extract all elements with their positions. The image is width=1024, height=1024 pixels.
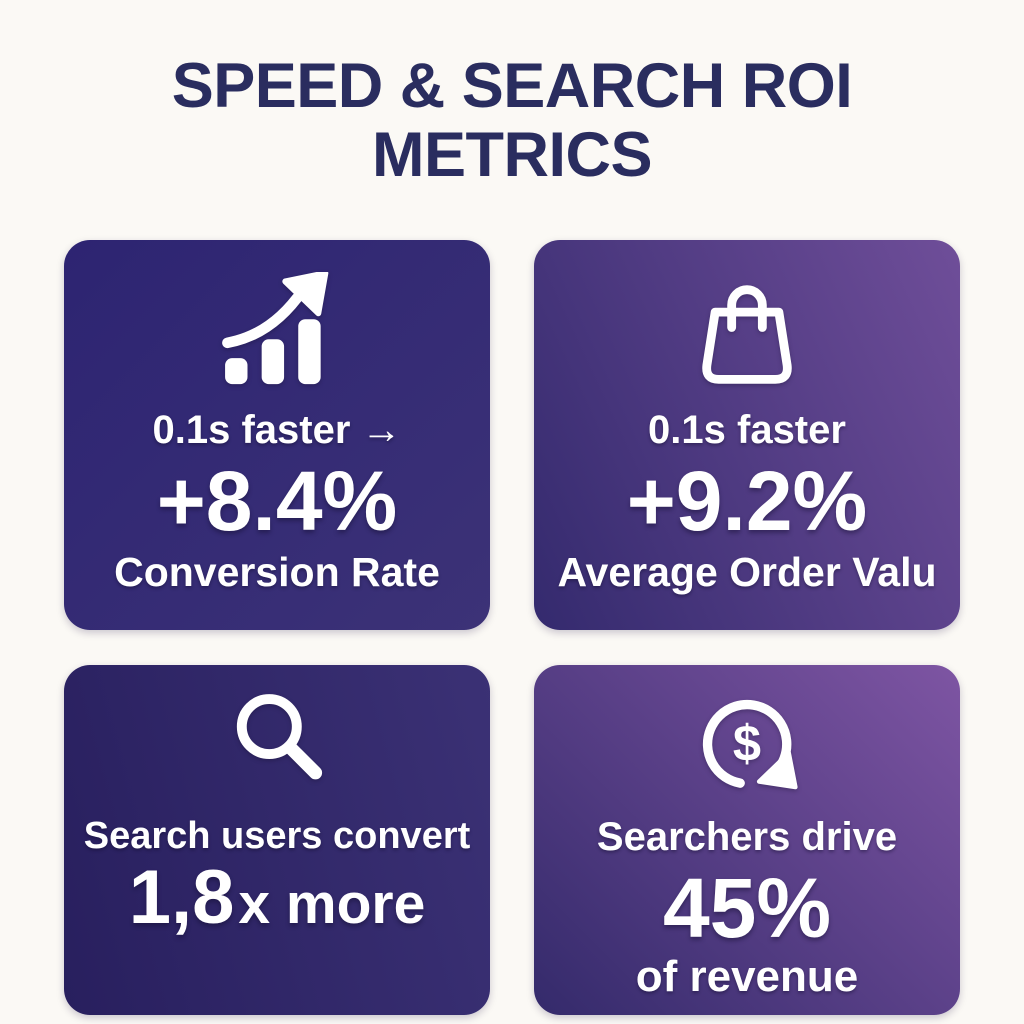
metric-value: +9.2% [626, 454, 868, 548]
trend-up-chart-icon [218, 272, 336, 390]
search-icon [222, 687, 332, 797]
page-title: SPEED & SEARCH ROI METRICS [0, 51, 1024, 191]
metric-card-search-conversion: Search users convert 1,8 x more [64, 665, 490, 1015]
page-title-line1: SPEED & SEARCH ROI [171, 51, 853, 121]
metric-value-suffix: x more [238, 872, 426, 936]
metric-value: 1,8 x more [129, 858, 426, 938]
shopping-bag-icon [688, 272, 806, 390]
metric-label: Average Order Valu [557, 549, 937, 596]
metric-value-number: 1,8 [128, 855, 235, 940]
metric-card-revenue-share: $ Searchers drive 45% of revenue [534, 665, 960, 1015]
metric-condition: Searchers drive [596, 815, 898, 859]
metric-card-conversion-rate: 0.1s faster → +8.4% Conversion Rate [64, 240, 490, 630]
metric-card-grid: 0.1s faster → +8.4% Conversion Rate 0.1s… [64, 240, 960, 1015]
page-title-line2: METRICS [372, 120, 653, 191]
metric-condition: Search users convert [83, 815, 471, 857]
metric-value: 45% [662, 861, 832, 955]
metric-label: Conversion Rate [114, 549, 440, 596]
metric-value: +8.4% [156, 454, 398, 548]
metric-condition: 0.1s faster → [152, 408, 402, 452]
metric-label: of revenue [635, 952, 859, 1002]
metric-card-average-order-value: 0.1s faster +9.2% Average Order Valu [534, 240, 960, 630]
dollar-refresh-icon: $ [692, 687, 802, 797]
metric-condition: 0.1s faster [648, 408, 846, 452]
dollar-glyph: $ [733, 715, 761, 772]
